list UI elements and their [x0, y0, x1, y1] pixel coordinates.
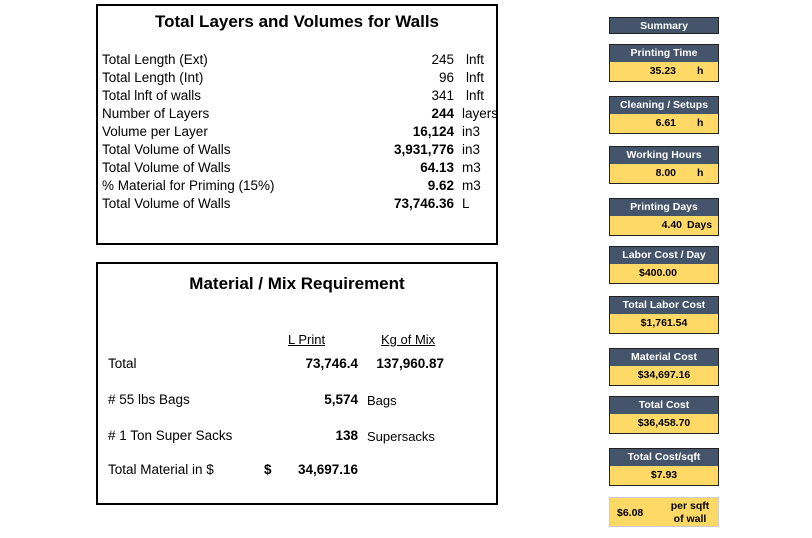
total-kg-value: 137,960.87 [376, 356, 444, 371]
printing-time-label: Printing Time [610, 45, 718, 62]
layer-row-unit: lnft [466, 88, 485, 103]
bags-label: # 55 lbs Bags [108, 392, 190, 407]
layer-row: Total Volume of Walls 3,931,776 in3 [102, 141, 494, 158]
labor-day-value: $400.00 [639, 267, 677, 279]
layer-row-label: Total Length (Int) [102, 70, 204, 85]
cleaning-label: Cleaning / Setups [610, 97, 718, 114]
money-label: Total Material in $ [108, 462, 214, 477]
layer-row-label: Total Volume of Walls [102, 196, 231, 211]
layer-row-value: 16,124 [412, 124, 454, 139]
sacks-label: # 1 Ton Super Sacks [108, 428, 233, 443]
material-mix-panel: Material / Mix Requirement L Print Kg of… [96, 262, 498, 505]
wall-cost-note2: of wall [673, 513, 707, 525]
sacks-value: 138 [335, 428, 358, 443]
total-label: Total [108, 356, 137, 371]
layer-row: Total Length (Ext) 245 lnft [102, 51, 494, 68]
layer-row: Total Volume of Walls 73,746.36 L [102, 195, 494, 212]
layer-row-label: Total Volume of Walls [102, 142, 231, 157]
card-total-cost: Total Cost $36,458.70 [609, 396, 719, 434]
card-cleaning: Cleaning / Setups 6.61 h [609, 96, 719, 134]
layer-row-label: % Material for Priming (15%) [102, 178, 275, 193]
mix-title: Material / Mix Requirement [189, 274, 405, 293]
total-cost-value: $36,458.70 [637, 417, 691, 429]
col-kg-mix: Kg of Mix [381, 332, 436, 347]
layer-row-unit: in3 [462, 142, 481, 157]
layer-row-value: 244 [431, 106, 454, 121]
wall-cost-box: $6.08 per sqft of wall [609, 497, 719, 527]
layer-row-unit: m3 [462, 160, 481, 175]
layer-row-unit: layers [462, 106, 499, 121]
labor-total-value: $1,761.54 [640, 317, 688, 329]
total-cost-label: Total Cost [610, 397, 718, 414]
layer-row-unit: in3 [462, 124, 481, 139]
layer-row-unit: lnft [466, 70, 485, 85]
card-per-sqft: Total Cost/sqft $7.93 [609, 448, 719, 486]
per-sqft-label: Total Cost/sqft [610, 449, 718, 466]
wall-cost-note1: per sqft [670, 500, 710, 512]
layer-row-value: 73,746.36 [393, 196, 454, 211]
layer-row-value: 341 [431, 88, 454, 103]
layer-row: Total Volume of Walls 64.13 m3 [102, 159, 494, 176]
layer-row-value: 3,931,776 [393, 142, 454, 157]
printing-days-unit: Days [687, 219, 713, 231]
working-hours-label: Working Hours [610, 147, 718, 164]
material-value: $34,697.16 [637, 369, 691, 381]
working-hours-unit: h [697, 167, 704, 179]
card-working-hours: Working Hours 8.00 h [609, 146, 719, 184]
card-material: Material Cost $34,697.16 [609, 348, 719, 386]
working-hours-value: 8.00 [655, 167, 676, 179]
labor-day-label: Labor Cost / Day [610, 247, 718, 264]
layer-row-label: Volume per Layer [102, 124, 208, 139]
layer-row-label: Total lnft of walls [102, 88, 202, 103]
summary-header: Summary [609, 17, 719, 34]
layer-row-unit: L [462, 196, 470, 211]
layer-row-value: 64.13 [420, 160, 454, 175]
card-labor-total: Total Labor Cost $1,761.54 [609, 296, 719, 334]
bags-value: 5,574 [324, 392, 358, 407]
money-value: 34,697.16 [297, 462, 358, 477]
bags-unit: Bags [367, 393, 397, 408]
layer-row: Number of Layers 244 layers [102, 105, 498, 122]
layer-row-label: Total Volume of Walls [102, 160, 231, 175]
printing-time-value: 35.23 [649, 65, 676, 77]
labor-total-label: Total Labor Cost [610, 297, 718, 314]
per-sqft-value: $7.93 [650, 469, 678, 481]
layer-row: Total Length (Int) 96 lnft [102, 69, 494, 86]
layer-row: Total lnft of walls 341 lnft [102, 87, 494, 104]
cleaning-unit: h [697, 117, 704, 129]
cleaning-value: 6.61 [655, 117, 676, 129]
layer-row-value: 9.62 [427, 178, 454, 193]
layers-title: Total Layers and Volumes for Walls [154, 12, 440, 31]
layer-row-value: 96 [438, 70, 454, 85]
layer-row: % Material for Priming (15%) 9.62 m3 [102, 177, 494, 194]
col-l-print: L Print [288, 332, 326, 347]
layer-row-unit: lnft [466, 52, 485, 67]
total-l-value: 73,746.4 [305, 356, 358, 371]
wall-cost-value: $6.08 [617, 507, 644, 519]
card-printing-time: Printing Time 35.23 h [609, 44, 719, 82]
layer-row-label: Number of Layers [102, 106, 210, 121]
layer-row-value: 245 [431, 52, 454, 67]
material-label: Material Cost [610, 349, 718, 366]
printing-time-unit: h [697, 65, 704, 77]
sacks-unit: Supersacks [367, 429, 435, 444]
layers-volumes-panel: Total Layers and Volumes for Walls Total… [96, 4, 498, 245]
card-printing-days: Printing Days 4.40 Days [609, 198, 719, 236]
layer-row-label: Total Length (Ext) [102, 52, 208, 67]
layer-row-unit: m3 [462, 178, 481, 193]
money-symbol: $ [264, 462, 272, 477]
printing-days-label: Printing Days [610, 199, 718, 216]
layer-row: Volume per Layer 16,124 in3 [102, 123, 494, 140]
printing-days-value: 4.40 [661, 219, 682, 231]
card-labor-day: Labor Cost / Day $400.00 [609, 246, 719, 284]
